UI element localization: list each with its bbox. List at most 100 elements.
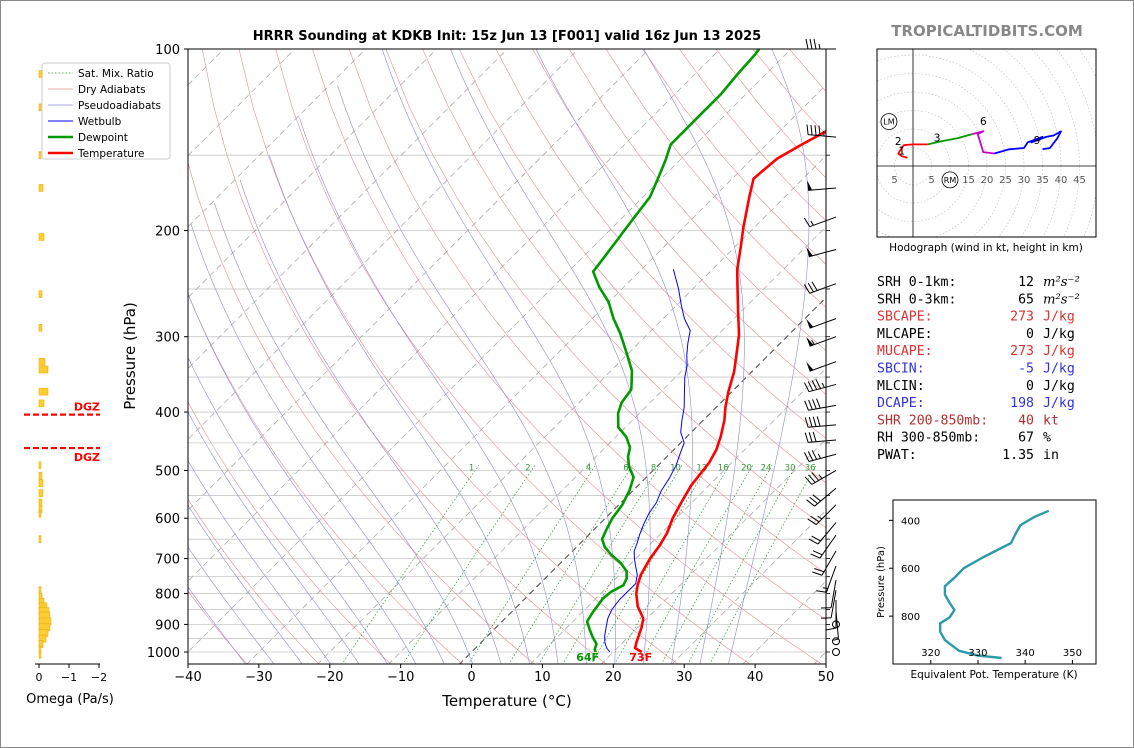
dry-adiabat-line [188, 161, 535, 664]
mixing-ratio-line [467, 465, 596, 664]
skewt-profiles: 64F 73F [576, 49, 826, 664]
omega-tick-label: 0 [36, 671, 43, 684]
dry-adiabat-line [458, 49, 826, 484]
dry-adiabat-line [238, 49, 679, 664]
hodograph-frame [876, 48, 1097, 238]
stat-unit: m²s⁻² [1043, 275, 1080, 290]
hodograph-ring-label: 15 [962, 175, 975, 186]
barb-full [812, 416, 817, 427]
stat-label: DCAPE: [877, 396, 925, 411]
hodograph-ring-label: 40 [1055, 175, 1068, 186]
hodograph-height-label: 9 [1034, 135, 1041, 147]
omega-bar [38, 510, 42, 518]
dry-adiabat-line [385, 49, 826, 574]
x-tick-label: −20 [316, 670, 343, 685]
barb-half [811, 339, 815, 345]
y-tick-label: 300 [155, 331, 180, 346]
dry-adiabat-line [188, 293, 463, 664]
pseudoadiabat-line [188, 586, 246, 664]
barb-flag [806, 318, 814, 329]
hodograph-ring-label: 45 [1073, 175, 1086, 186]
y-tick-label: 200 [155, 225, 180, 240]
mixing-ratio-label: 8 [651, 464, 656, 474]
barb-staff [809, 336, 837, 347]
isotherm-line [188, 49, 792, 653]
mixing-ratio-line [661, 465, 773, 664]
barb-staff [811, 470, 837, 485]
theta-e-profile [939, 509, 1050, 660]
pseudoadiabat-line [535, 49, 693, 664]
storm-motion-label: LM [883, 118, 894, 127]
dry-adiabat-line [348, 49, 826, 621]
storm-motion-marker [941, 171, 959, 189]
barb-full [811, 281, 818, 291]
brand-watermark: TROPICALTIDBITS.COM [891, 22, 1083, 40]
surface-dewpoint-label: 64F [576, 651, 599, 664]
barb-staff [830, 580, 837, 608]
theta-e-x-tick-label: 350 [1063, 648, 1082, 659]
isotherm-line [188, 49, 296, 157]
calm-wind-circle [832, 637, 840, 646]
dry-adiabat-line [568, 49, 826, 352]
barb-full [809, 496, 818, 505]
dry-adiabat-line [188, 498, 320, 664]
legend-label: Dry Adiabats [78, 84, 146, 96]
pseudoadiabat-line [450, 49, 651, 664]
barb-flag [806, 247, 813, 257]
skewt-frame [187, 48, 827, 665]
barb-full [810, 553, 821, 559]
chart-legend: Sat. Mix. Ratio Dry Adiabats Pseudoadiabat… [41, 62, 171, 160]
barb-staff [808, 383, 837, 393]
isotherm-line [188, 49, 579, 440]
barb-full [811, 380, 818, 390]
legend-box [41, 62, 171, 160]
stat-label: PWAT: [877, 448, 917, 463]
hodograph-height-label: 1 [899, 145, 906, 157]
stat-unit: % [1043, 431, 1051, 446]
omega-bar [38, 535, 42, 543]
isotherm-line [188, 49, 508, 370]
isotherm-line [600, 438, 826, 664]
barb-full [813, 38, 817, 50]
barb-flag [807, 180, 813, 191]
barb-flag [806, 336, 814, 347]
x-tick-label: 10 [534, 670, 551, 685]
barb-staff [808, 134, 837, 138]
hodograph-ring-label: 30 [1018, 175, 1031, 186]
y-tick-label: 600 [155, 512, 180, 527]
omega-bar [38, 399, 45, 408]
mixing-ratio-label: 13 [696, 464, 707, 474]
wind-barbs [803, 38, 840, 656]
stat-unit: J/kg [1043, 379, 1075, 394]
theta-e-panel: 320 330 340 350 400 600 800 [889, 499, 1097, 665]
mixing-ratio-label: 36 [805, 464, 816, 474]
hodograph-ring-label: 20 [981, 175, 994, 186]
barb-half [822, 130, 825, 137]
barb-staff [809, 216, 837, 228]
hodograph-ring-label: 25 [999, 175, 1012, 186]
dry-adiabat-line [422, 49, 826, 529]
omega-bar [38, 357, 46, 366]
omega-bar [38, 461, 42, 469]
mixing-ratio-label: 10 [670, 464, 681, 474]
barb-full [803, 217, 811, 227]
freezing-isotherm [458, 296, 826, 664]
barb-full [803, 284, 811, 294]
pseudoadiabat-line [188, 460, 332, 664]
barb-staff [819, 534, 837, 559]
omega-tick-label: −2 [91, 671, 107, 684]
legend-label: Temperature [77, 148, 145, 160]
omega-bar [38, 387, 49, 396]
barb-staff [809, 318, 837, 329]
theta-e-xlabel: Equivalent Pot. Temperature (K) [910, 669, 1077, 681]
barb-full [825, 627, 837, 631]
pseudoadiabat-line [188, 546, 275, 664]
barb-staff [830, 590, 837, 618]
mixing-ratio-label: 2 [525, 464, 530, 474]
mixing-ratio-label: 4 [586, 464, 591, 474]
y-tick-label: 100 [155, 43, 180, 58]
barb-half [818, 474, 823, 479]
legend-label: Pseudoadiabats [78, 100, 161, 112]
pseudoadiabat-line [381, 49, 616, 664]
